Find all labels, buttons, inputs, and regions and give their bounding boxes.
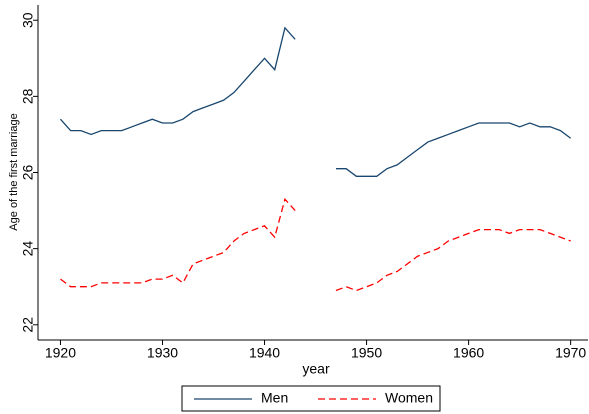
y-tick-label: 22 — [20, 317, 36, 333]
legend-label: Women — [385, 390, 433, 406]
y-tick-label: 28 — [20, 88, 36, 104]
y-axis-title: Age of the first marriage — [8, 113, 20, 230]
x-tick-label: 1940 — [249, 345, 280, 361]
legend-label: Men — [261, 390, 288, 406]
x-tick-label: 1950 — [351, 345, 382, 361]
legend-box — [181, 385, 441, 412]
x-tick-label: 1970 — [555, 345, 586, 361]
series-line — [60, 197, 571, 292]
y-tick-label: 30 — [20, 12, 36, 28]
x-tick-label: 1960 — [453, 345, 484, 361]
x-tick-label: 1920 — [45, 345, 76, 361]
x-tick-label: 1930 — [147, 345, 178, 361]
series-line — [59, 26, 572, 177]
y-tick-label: 26 — [20, 165, 36, 181]
y-tick-label: 24 — [20, 241, 36, 257]
x-axis-title: year — [302, 361, 330, 377]
